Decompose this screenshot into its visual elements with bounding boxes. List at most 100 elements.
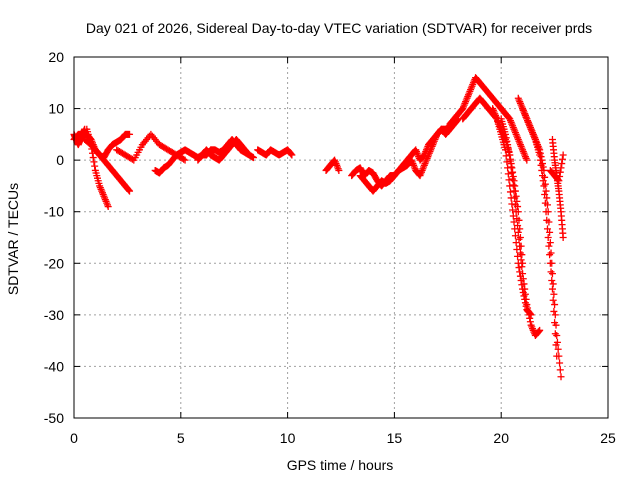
data-point [518,263,526,271]
data-point [509,212,517,220]
data-point [126,187,134,195]
data-point [536,326,544,334]
data-point [521,285,529,293]
axis-ticks: 0 5 10 15 20 25 -50 -40 -30 -20 -10 0 10 20 [44,49,616,446]
data-point [511,201,519,209]
data-point [554,345,562,353]
data-point [504,144,512,152]
x-tick-label: 25 [600,430,616,446]
data-point [538,160,546,168]
x-axis-label: GPS time / hours [287,457,394,473]
data-point [556,366,564,374]
series-track-k [446,74,531,164]
data-point [503,158,511,166]
data-point [548,270,556,278]
data-point [511,194,519,202]
data-point [544,208,552,216]
data-point [523,156,531,164]
data-point [513,215,521,223]
series-track-n [497,115,544,339]
y-tick-label: -40 [44,358,64,374]
data-point [181,156,189,164]
data-points [70,74,567,381]
data-point [245,151,253,159]
data-point [541,173,549,181]
data-point [504,170,512,178]
data-point [509,168,517,176]
data-point [555,177,563,185]
data-point [510,187,518,195]
data-point [553,338,561,346]
data-point [548,285,556,293]
data-point [549,296,557,304]
data-point [556,359,564,367]
series-track-f [194,136,253,164]
data-point [507,163,515,171]
y-tick-label: -30 [44,307,64,323]
data-point [524,307,532,315]
data-point [512,208,520,216]
data-point [545,218,553,226]
data-point [526,318,534,326]
y-axis-label: SDTVAR / TECUs [5,183,21,295]
plot-frame [73,56,609,419]
series-track-g [254,146,296,159]
data-point [552,321,560,329]
data-point [557,373,565,381]
data-point [521,290,529,298]
data-point [81,125,89,133]
data-point [514,221,522,229]
data-point [524,304,532,312]
data-point [558,155,566,163]
data-point [519,270,527,278]
data-point [522,295,530,303]
data-point [551,301,559,309]
data-point [558,160,566,168]
data-point [508,169,516,177]
data-point [505,176,513,184]
data-point [559,151,567,159]
data-point [556,168,564,176]
data-point [519,275,527,283]
series-track-h [322,156,343,174]
data-point [544,234,552,241]
data-point [541,180,549,188]
data-point [506,151,514,159]
data-point [125,186,133,194]
data-point [557,164,565,172]
series-track-c [81,136,134,195]
data-point [126,130,134,138]
data-point [506,182,514,190]
data-point [517,256,525,264]
data-point [506,188,514,196]
data-point [523,301,531,309]
data-point [104,203,112,211]
data-point [509,206,517,214]
data-point [180,155,188,163]
y-tick-label: 0 [56,152,64,168]
data-point [559,234,567,241]
data-point [549,280,557,288]
x-tick-label: 5 [177,430,185,446]
data-point [542,187,550,195]
data-point [501,130,509,138]
data-point [556,172,564,180]
data-point [515,235,523,243]
x-tick-label: 15 [387,430,403,446]
y-tick-label: -50 [44,410,64,426]
data-point [335,166,343,174]
data-point [516,249,524,257]
data-point [551,311,559,319]
series-track-j [356,123,454,195]
data-point [503,137,511,145]
data-point [550,290,558,298]
data-point [536,146,544,154]
data-point [554,176,562,184]
data-point [553,331,561,339]
data-point [509,181,517,189]
data-point [287,150,295,158]
x-tick-label: 20 [493,430,509,446]
x-tick-label: 10 [280,430,296,446]
